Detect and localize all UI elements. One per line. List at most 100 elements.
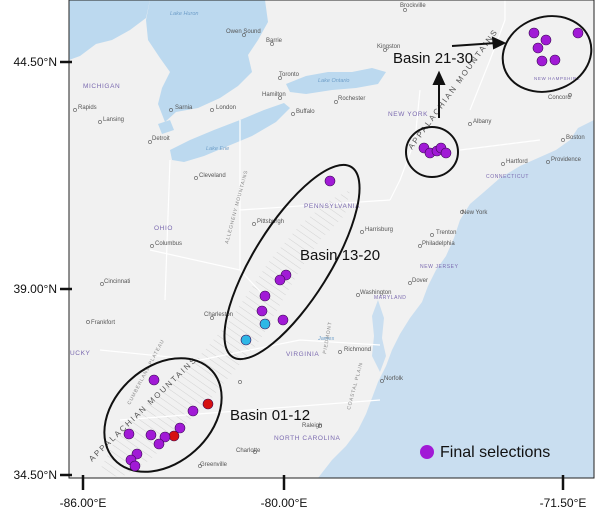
site-marker (528, 27, 540, 39)
lake-superior-michigan (69, 0, 150, 60)
city-owen-sound: Owen Sound (226, 29, 261, 37)
site-marker (202, 398, 214, 410)
lake-st-clair (158, 120, 174, 134)
site-marker (440, 147, 452, 159)
map-frame (68, 0, 595, 479)
city-greenville: Greenville (198, 462, 228, 468)
svg-text:James: James (317, 336, 334, 342)
site-marker (259, 290, 271, 302)
city-rapids: Rapids (73, 105, 97, 112)
site-marker (274, 274, 286, 286)
atlantic-ocean (318, 120, 594, 478)
lat-label-44-50: 44.50°N (14, 55, 58, 69)
city-richmond: Richmond (338, 347, 371, 354)
state-borders (99, 0, 541, 421)
city-norfolk: Norfolk (380, 376, 404, 383)
svg-text:NEW HAMPSHIRE: NEW HAMPSHIRE (534, 76, 580, 81)
city-boston: Boston (561, 135, 585, 142)
city-toronto: Toronto (278, 72, 300, 80)
site-marker (145, 429, 157, 441)
svg-text:Cincinnati: Cincinnati (104, 279, 130, 285)
svg-text:Washington: Washington (360, 290, 391, 296)
legend: Final selections (420, 444, 550, 461)
city-cincinnati: Cincinnati (100, 279, 130, 286)
svg-text:MICHIGAN: MICHIGAN (83, 83, 120, 90)
lon-label-80: -80.00°E (261, 496, 308, 510)
svg-text:Charleston: Charleston (204, 312, 233, 318)
arrow-right-head (491, 36, 507, 50)
basin-21-30-arrows (432, 36, 507, 118)
svg-text:Concord: Concord (548, 95, 571, 101)
lake-huron (146, 0, 268, 122)
site-markers (123, 27, 584, 472)
site-marker (536, 55, 548, 67)
city-sarnia: Sarnia (169, 105, 193, 112)
svg-text:PENNSYLVANIA: PENNSYLVANIA (304, 203, 360, 210)
svg-text:Providence: Providence (551, 157, 582, 163)
site-marker (259, 318, 271, 330)
city-harrisburg: Harrisburg (360, 227, 393, 234)
site-marker (159, 431, 171, 443)
city-providence: Providence (546, 157, 582, 164)
svg-text:Dover: Dover (412, 278, 428, 284)
svg-text:NEW JERSEY: NEW JERSEY (420, 264, 459, 270)
city-barrie: Barrie (266, 38, 283, 46)
city-concord: Concord (548, 93, 572, 101)
svg-text:Philadelphia: Philadelphia (422, 241, 455, 247)
city-detroit: Detroit (148, 136, 170, 144)
svg-text:Columbus: Columbus (155, 241, 182, 247)
city-rochester: Rochester (334, 96, 365, 104)
basin-01-12-outline (103, 357, 223, 473)
city-washington: Washington (356, 290, 391, 297)
svg-text:Cleveland: Cleveland (199, 173, 226, 179)
svg-text:Brockville: Brockville (400, 3, 426, 9)
city-hamilton: Hamilton (262, 92, 286, 100)
svg-text:Hamilton: Hamilton (262, 92, 286, 98)
site-marker (549, 54, 561, 66)
chesapeake-bay (372, 300, 386, 372)
lon-label-86: -86.00°E (60, 496, 107, 510)
svg-text:Kingston: Kingston (377, 44, 400, 50)
arrow-right-shaft (451, 42, 497, 47)
svg-text:Barrie: Barrie (266, 38, 283, 44)
basin-13-20-outline (223, 163, 361, 361)
legend-label: Final selections (440, 444, 550, 461)
city-raleigh: Raleigh (302, 423, 322, 429)
site-marker (324, 175, 336, 187)
lon-label-71-5: -71.50°E (540, 496, 587, 510)
city-roanoke (238, 380, 242, 384)
svg-text:MARYLAND: MARYLAND (374, 295, 407, 301)
svg-text:NEW YORK: NEW YORK (388, 111, 428, 118)
svg-text:OHIO: OHIO (154, 225, 173, 232)
arrow-up-head (432, 70, 446, 85)
svg-text:Lake Erie: Lake Erie (206, 146, 229, 152)
lat-label-34-50: 34.50°N (14, 468, 58, 482)
svg-text:Hartford: Hartford (506, 159, 528, 165)
legend-marker (420, 445, 434, 459)
basin-21-30-outline-ny (405, 126, 459, 178)
svg-text:Lake Huron: Lake Huron (170, 11, 198, 17)
city-brockville: Brockville (400, 3, 426, 12)
svg-text:London: London (216, 105, 236, 111)
city-new-york: New York (460, 210, 488, 216)
svg-text:Richmond: Richmond (344, 347, 371, 353)
svg-text:Charlotte: Charlotte (236, 448, 261, 454)
lake-ontario (286, 68, 386, 94)
basin-21-30-label: Basin 21-30 (393, 50, 473, 67)
svg-text:New York: New York (462, 210, 488, 216)
svg-text:Frankfort: Frankfort (91, 320, 115, 326)
site-marker (129, 460, 141, 472)
svg-text:Harrisburg: Harrisburg (365, 227, 393, 233)
svg-text:Lake Ontario: Lake Ontario (318, 78, 350, 84)
basin-13-20-label: Basin 13-20 (300, 247, 380, 264)
site-marker (123, 428, 135, 440)
state-labels: MICHIGAN NEW YORK NEW HAMPSHIRE CONNECTI… (70, 76, 580, 442)
svg-text:CONNECTICUT: CONNECTICUT (486, 174, 529, 180)
city-philadelphia: Philadelphia (418, 241, 455, 248)
basin-01-12-label: Basin 01-12 (230, 407, 310, 424)
city-lansing: Lansing (98, 117, 124, 124)
site-marker (174, 422, 186, 434)
city-charlotte: Charlotte (236, 448, 261, 454)
city-kingston: Kingston (377, 44, 400, 52)
